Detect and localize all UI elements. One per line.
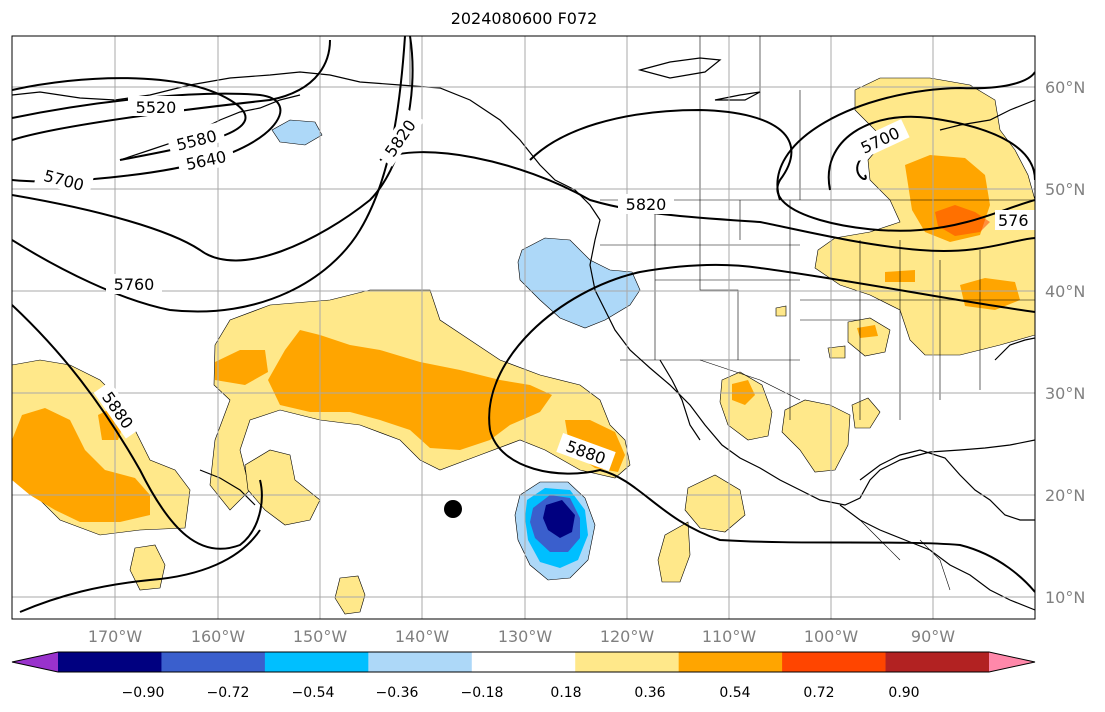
lon-label: 120°W	[600, 627, 655, 646]
colorbar-extend-max	[989, 652, 1035, 672]
lon-label: 170°W	[88, 627, 143, 646]
lat-label: 10°N	[1045, 588, 1085, 607]
lon-label: 150°W	[293, 627, 348, 646]
contour-label: 5820	[626, 195, 667, 214]
graticule	[12, 36, 1035, 619]
lat-label: 40°N	[1045, 282, 1085, 301]
colorbar-segment	[575, 652, 680, 672]
lon-label: 100°W	[804, 627, 859, 646]
contour-label: 5520	[136, 98, 177, 117]
lon-label: 90°W	[911, 627, 955, 646]
colorbar-extend-min	[12, 652, 58, 672]
lat-label: 20°N	[1045, 486, 1085, 505]
colorbar-outline	[11, 651, 1036, 673]
map-title: 2024080600 F072	[450, 9, 598, 28]
colorbar-segment	[782, 652, 887, 672]
positive-anomaly-strong	[935, 205, 990, 236]
colorbar-tick: −0.90	[122, 685, 165, 701]
latitude-axis: 60°N 50°N 40°N 30°N 20°N 10°N	[1045, 78, 1085, 607]
colorbar-tick: −0.36	[376, 685, 419, 701]
colorbar-segment	[885, 652, 990, 672]
contour-label: 5760	[114, 275, 155, 294]
longitude-axis: 170°W 160°W 150°W 140°W 130°W 120°W 110°…	[88, 627, 955, 646]
colorbar-ticks: −0.90 −0.72 −0.54 −0.36 −0.18 0.18 0.36 …	[122, 685, 920, 701]
contour-label: 576	[998, 211, 1029, 230]
map-frame	[11, 35, 1036, 620]
colorbar-segment	[471, 652, 576, 672]
colorbar-tick: −0.72	[207, 685, 250, 701]
colorbar-tick: 0.90	[888, 685, 919, 701]
colorbar-segment	[161, 652, 266, 672]
colorbar-tick: 0.72	[803, 685, 834, 701]
lon-label: 140°W	[395, 627, 450, 646]
lat-label: 50°N	[1045, 180, 1085, 199]
lat-label: 60°N	[1045, 78, 1085, 97]
colorbar-segment	[368, 652, 473, 672]
storm-center-dot	[444, 500, 462, 518]
colorbar-segment	[264, 652, 369, 672]
lon-label: 160°W	[191, 627, 246, 646]
colorbar-tick: 0.54	[719, 685, 750, 701]
negative-anomaly-offshore-west-coast	[271, 119, 641, 329]
lon-label: 110°W	[702, 627, 757, 646]
colorbar-tick: −0.18	[461, 685, 504, 701]
lon-label: 130°W	[498, 627, 553, 646]
coastlines	[12, 57, 1035, 611]
negative-anomaly-tropical-cyclone	[514, 481, 596, 581]
colorbar-tick: 0.36	[634, 685, 665, 701]
colorbar-segment	[58, 652, 162, 672]
colorbar-segment	[678, 652, 783, 672]
colorbar-tick: 0.18	[550, 685, 581, 701]
lat-label: 30°N	[1045, 384, 1085, 403]
colorbar-tick: −0.54	[292, 685, 335, 701]
colorbar	[11, 651, 1036, 673]
